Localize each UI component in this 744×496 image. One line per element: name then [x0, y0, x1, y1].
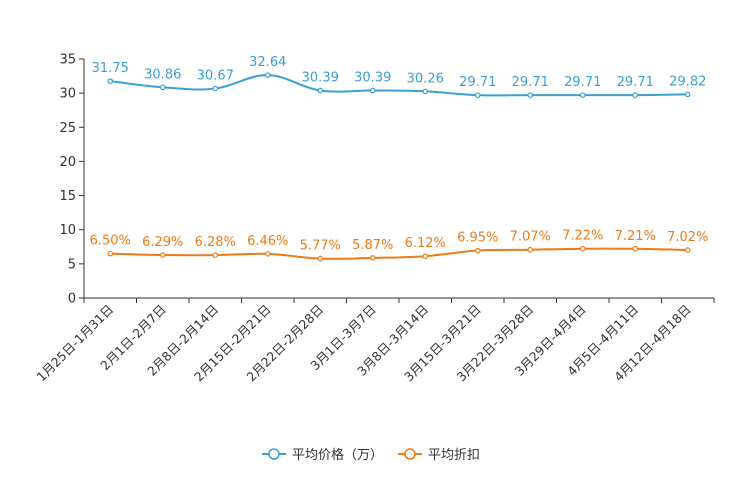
data-labels: 31.75 30.86 30.67 32.64 30.39 30.39 30.26 29.71…: [90, 55, 709, 253]
legend-marker-icon: [268, 448, 280, 460]
data-label: 30.39: [302, 70, 339, 85]
data-label: 32.64: [249, 55, 286, 70]
data-point[interactable]: [684, 91, 691, 98]
data-label: 29.71: [617, 75, 654, 90]
data-label: 30.26: [407, 71, 444, 86]
data-point[interactable]: [369, 255, 376, 261]
data-label: 29.71: [564, 75, 601, 90]
data-point[interactable]: [317, 255, 324, 262]
data-point[interactable]: [107, 78, 114, 84]
legend-label: 平均价格（万）: [292, 447, 383, 463]
legend-label: 平均折扣: [428, 448, 480, 463]
data-label: 30.86: [144, 67, 181, 82]
data-label: 6.29%: [142, 235, 183, 250]
data-label: 6.95%: [457, 231, 498, 246]
data-label: 31.75: [92, 61, 129, 76]
legend[interactable]: 平均价格（万） 平均折扣: [262, 447, 480, 463]
data-label: 30.39: [354, 70, 391, 85]
data-label: 6.28%: [195, 235, 236, 250]
data-point[interactable]: [527, 92, 534, 98]
data-point[interactable]: [579, 92, 586, 98]
data-point[interactable]: [632, 92, 639, 98]
data-point[interactable]: [212, 85, 219, 92]
legend-marker-icon: [404, 448, 416, 460]
legend-item-1[interactable]: 平均价格（万）: [262, 447, 383, 463]
series-line-1: [110, 74, 688, 97]
data-label: 6.12%: [405, 236, 446, 251]
data-label: 7.21%: [615, 229, 656, 244]
y-tick-label: 0: [68, 292, 76, 307]
data-point[interactable]: [369, 87, 376, 94]
series-line-2: [110, 247, 688, 260]
data-point[interactable]: [422, 253, 429, 260]
data-point[interactable]: [212, 252, 219, 258]
data-label: 6.46%: [247, 234, 288, 249]
data-label: 5.77%: [300, 239, 341, 254]
data-point[interactable]: [159, 84, 166, 91]
y-tick-label: 35: [59, 53, 76, 68]
data-label: 29.71: [459, 75, 496, 90]
data-label: 7.07%: [510, 230, 551, 245]
data-point[interactable]: [527, 246, 534, 253]
data-point[interactable]: [264, 251, 271, 257]
data-label: 7.02%: [667, 230, 708, 245]
data-point[interactable]: [317, 87, 324, 94]
axes: 051015202530351月25日-1月31日2月1日-2月7日2月8日-2…: [33, 53, 715, 385]
x-tick-label: 1月25日-1月31日: [33, 302, 116, 385]
data-point[interactable]: [474, 247, 481, 254]
data-label: 29.71: [512, 75, 549, 90]
y-tick-label: 20: [59, 155, 76, 170]
y-tick-label: 25: [59, 121, 76, 136]
data-point[interactable]: [107, 250, 114, 257]
y-tick-label: 15: [59, 189, 76, 204]
data-point[interactable]: [632, 245, 639, 252]
data-label: 30.67: [197, 69, 234, 84]
data-point[interactable]: [579, 245, 586, 252]
legend-item-2[interactable]: 平均折扣: [398, 448, 480, 463]
y-tick-label: 5: [68, 257, 76, 272]
data-label: 6.50%: [90, 234, 131, 249]
data-point[interactable]: [159, 252, 166, 258]
y-tick-label: 10: [59, 223, 76, 238]
data-point[interactable]: [474, 92, 481, 98]
data-label: 7.22%: [562, 229, 603, 244]
data-point[interactable]: [422, 88, 429, 95]
data-label: 5.87%: [352, 238, 393, 253]
y-tick-label: 30: [59, 87, 76, 102]
data-point[interactable]: [264, 72, 271, 78]
data-point[interactable]: [684, 247, 691, 253]
series-layer: [107, 72, 691, 262]
data-label: 29.82: [669, 74, 706, 89]
